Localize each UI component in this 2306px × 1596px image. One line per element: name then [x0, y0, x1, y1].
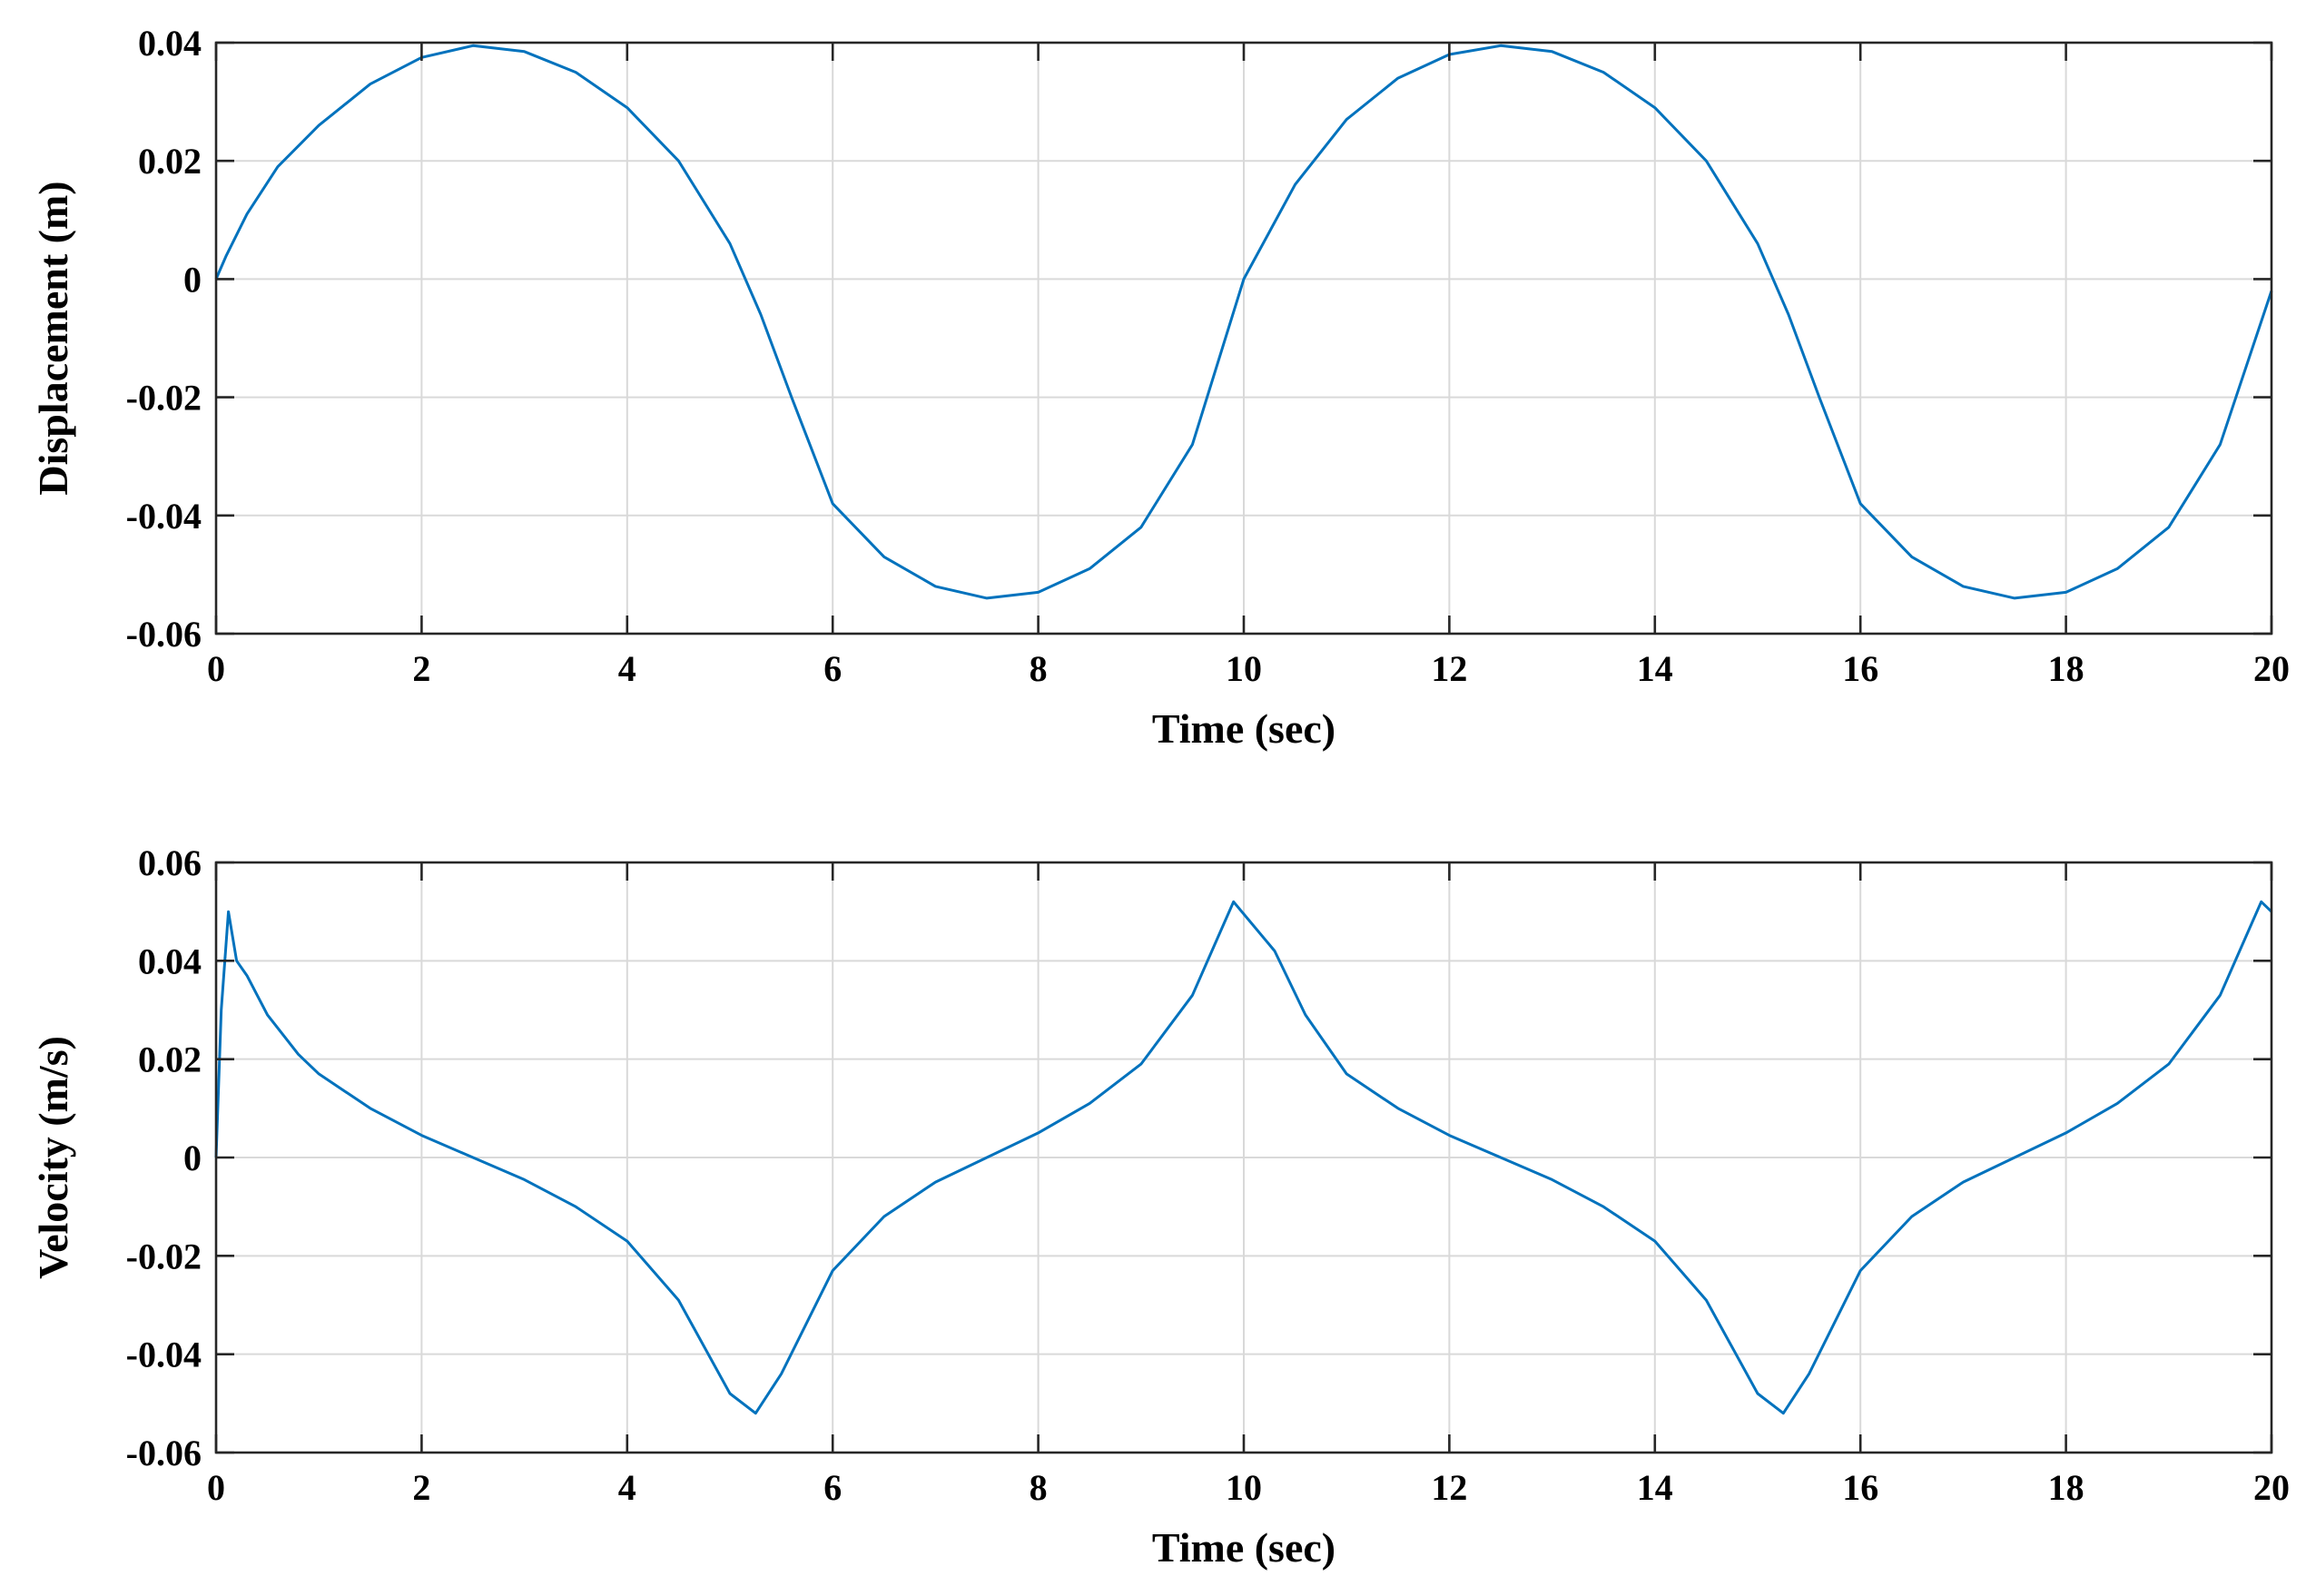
velocity-x-tick-label: 0: [207, 1467, 225, 1508]
displacement-x-axis-title: Time (sec): [1152, 705, 1335, 752]
displacement-x-tick-label: 10: [1226, 648, 1262, 689]
displacement-x-tick-label: 18: [2048, 648, 2084, 689]
velocity-x-tick-label: 16: [1842, 1467, 1878, 1508]
velocity-y-tick-label: 0.02: [138, 1039, 202, 1080]
velocity-x-tick-label: 10: [1226, 1467, 1262, 1508]
displacement-series-line: [214, 44, 2273, 600]
velocity-x-tick-label: 4: [618, 1467, 636, 1508]
displacement-y-axis-title: Displacement (m): [30, 181, 76, 495]
velocity-y-tick-label: 0: [183, 1138, 202, 1178]
velocity-x-tick-label: 20: [2253, 1467, 2290, 1508]
velocity-chart: 0 2 4 6 8 10 12 14 16 18 20 0.06 0.04 0.02 0 -0.02 -0.04…: [30, 842, 2290, 1571]
velocity-x-tick-label: 6: [823, 1467, 842, 1508]
velocity-x-axis-title: Time (sec): [1152, 1524, 1335, 1571]
displacement-x-tick-label: 0: [207, 648, 225, 689]
displacement-y-tick-label: -0.02: [126, 378, 202, 419]
displacement-y-tick-label: -0.06: [126, 614, 202, 655]
velocity-series-line: [214, 900, 2273, 1415]
velocity-y-tick-label: 0.06: [138, 842, 202, 883]
displacement-y-tick-label: 0: [183, 259, 202, 300]
displacement-x-tick-label: 16: [1842, 648, 1878, 689]
displacement-x-tick-label: 12: [1431, 648, 1467, 689]
velocity-y-tick-label: 0.04: [138, 941, 202, 981]
velocity-y-tick-label: -0.04: [126, 1335, 202, 1375]
displacement-x-tick-label: 2: [412, 648, 430, 689]
displacement-y-tick-label: -0.04: [126, 496, 202, 537]
velocity-y-tick-label: -0.06: [126, 1433, 202, 1473]
velocity-x-tick-label: 12: [1431, 1467, 1467, 1508]
velocity-x-tick-label: 18: [2048, 1467, 2084, 1508]
displacement-x-tick-label: 20: [2253, 648, 2290, 689]
velocity-x-tick-label: 14: [1637, 1467, 1673, 1508]
velocity-x-tick-label: 2: [412, 1467, 430, 1508]
displacement-x-tick-label: 14: [1637, 648, 1673, 689]
velocity-y-axis-title: Velocity (m/s): [30, 1036, 76, 1279]
displacement-chart: 0 2 4 6 8 10 12 14 16 18 20 0.04 0.02 0 -0.02 -0.04 -0.0…: [30, 23, 2290, 752]
velocity-x-tick-label: 8: [1030, 1467, 1048, 1508]
velocity-y-tick-label: -0.02: [126, 1236, 202, 1276]
displacement-y-tick-label: 0.04: [138, 23, 202, 64]
displacement-x-tick-label: 6: [823, 648, 842, 689]
displacement-y-tick-label: 0.02: [138, 141, 202, 182]
displacement-x-tick-label: 8: [1030, 648, 1048, 689]
displacement-x-tick-label: 4: [618, 648, 636, 689]
